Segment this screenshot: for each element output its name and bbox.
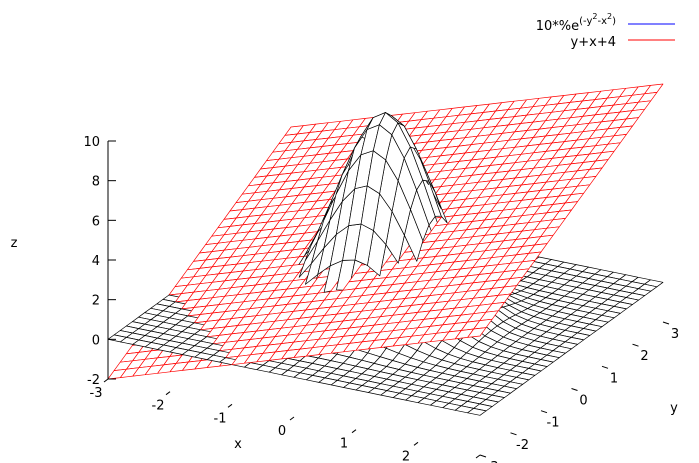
x-tick-mark [165, 391, 171, 396]
z-tick-label: 2 [92, 294, 100, 309]
y-tick-label: -2 [516, 438, 529, 453]
y-tick-label: -1 [547, 416, 560, 431]
y-tick-mark [540, 410, 548, 414]
y-tick-label: 0 [579, 394, 587, 409]
x-tick-label: -1 [214, 411, 227, 426]
y-tick-label: 1 [610, 371, 618, 386]
y-axis-label: y [670, 401, 678, 416]
x-tick-mark [103, 378, 109, 383]
y-tick-mark [479, 454, 487, 458]
x-tick-label: 1 [340, 437, 348, 452]
x-tick-label: -3 [90, 386, 103, 401]
x-tick-mark [351, 429, 357, 434]
y-tick-mark [632, 343, 639, 347]
y-tick-label: 2 [640, 349, 648, 364]
z-tick-label: 8 [92, 175, 100, 190]
gaussian-surface-cell [467, 408, 487, 416]
x-tick-label: 0 [278, 424, 286, 439]
surfaces [107, 83, 664, 416]
y-tick-mark [510, 432, 517, 436]
x-tick-label: -2 [152, 399, 165, 414]
y-axis: -3 -2 -1 0 1 2 3 [479, 321, 679, 463]
x-tick-mark [413, 441, 419, 446]
y-tick-mark [662, 321, 670, 325]
legend-label-plane: y+x+4 [571, 35, 616, 50]
z-tick-label: 10 [83, 135, 100, 150]
x-tick-mark [475, 454, 481, 459]
y-tick-label: -3 [486, 460, 499, 463]
z-tick-label: 0 [92, 333, 100, 348]
x-tick-mark [227, 403, 233, 408]
z-axis: -2 0 2 4 6 8 10 [83, 135, 116, 388]
z-axis-label: z [11, 236, 18, 251]
z-tick-label: 4 [92, 254, 100, 269]
x-tick-label: 2 [402, 449, 410, 463]
y-tick-label: 3 [671, 327, 679, 342]
y-tick-mark [571, 388, 578, 391]
plane-surface-cell [467, 327, 487, 338]
legend: 10*%e(-y2-x2) y+x+4 [536, 12, 675, 50]
gaussian-surface-cell [379, 112, 399, 136]
x-axis-label: x [234, 437, 242, 452]
x-tick-mark [289, 416, 295, 421]
z-tick-label: 6 [92, 214, 100, 229]
legend-label-gaussian: 10*%e(-y2-x2) [536, 12, 616, 34]
y-tick-mark [601, 365, 609, 369]
z-tick-label: -2 [87, 373, 100, 388]
